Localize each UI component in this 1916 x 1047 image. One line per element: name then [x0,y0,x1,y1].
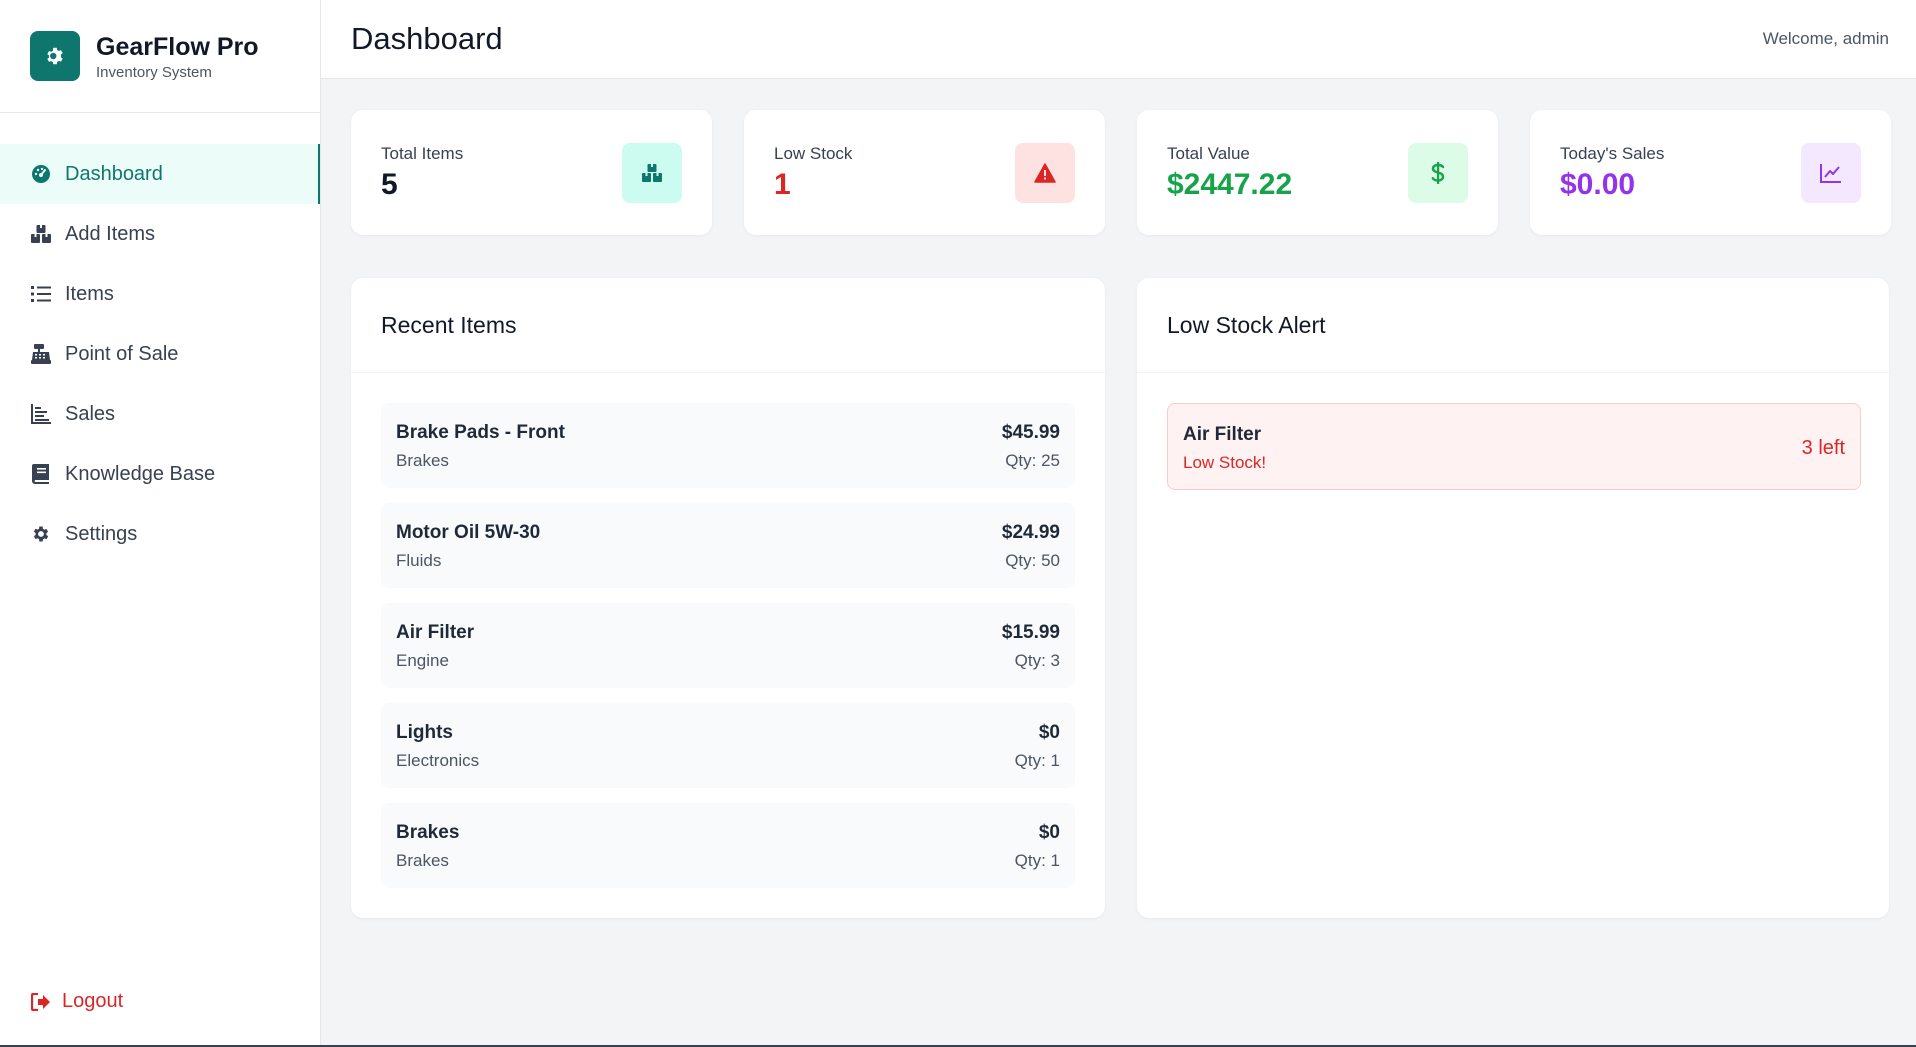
stat-card-todays-sales: Today's Sales $0.00 [1530,110,1891,235]
panel-title: Recent Items [351,278,1105,373]
page-title: Dashboard [351,21,503,56]
sidebar: GearFlow Pro Inventory System Dashboard … [0,0,321,1047]
gear-icon [47,47,63,65]
item-price: $24.99 [1001,522,1060,543]
stat-card-low-stock: Low Stock 1 [744,110,1105,235]
logout-button[interactable]: Logout [30,990,123,1013]
app-title: GearFlow Pro [96,32,259,61]
remaining-count: 3 left [1801,437,1845,459]
window-bottom-edge [0,1045,1916,1047]
dollar-icon [1408,143,1468,203]
sidebar-item-label: Add Items [65,222,156,245]
item-category: Brakes [396,851,449,870]
sidebar-item-label: Knowledge Base [65,462,216,485]
item-quantity: Qty: 1 [1014,751,1060,770]
sidebar-nav: Dashboard Add Items Items Point of Sale … [0,144,320,564]
boxes-icon [30,223,52,245]
logout-icon [30,991,52,1013]
item-category: Brakes [396,451,449,470]
sidebar-item-label: Settings [65,522,138,545]
low-stock-panel: Low Stock Alert Air Filter Low Stock! 3 … [1137,278,1889,918]
sidebar-item-label: Dashboard [65,162,163,185]
item-category: Electronics [396,751,480,770]
low-stock-item[interactable]: Air Filter Low Stock! 3 left [1167,403,1861,490]
brand-logo [30,31,80,81]
sidebar-item-items[interactable]: Items [0,264,320,324]
app-subtitle: Inventory System [96,63,212,81]
stat-label: Today's Sales [1560,144,1665,163]
book-icon [30,463,52,485]
low-stock-status: Low Stock! [1183,453,1267,472]
item-quantity: Qty: 50 [1005,551,1060,570]
item-category: Engine [396,651,449,670]
list-item[interactable]: Motor Oil 5W-30 Fluids $24.99 Qty: 50 [381,503,1075,588]
item-price: $0 [1038,722,1060,743]
welcome-text: Welcome, admin [1762,29,1889,48]
dashboard-gauge-icon [30,163,52,185]
stat-label: Total Value [1167,144,1250,163]
stat-value: 5 [381,168,398,201]
item-name: Brake Pads - Front [396,422,565,443]
sidebar-item-add-items[interactable]: Add Items [0,204,320,264]
sidebar-item-label: Sales [65,402,116,425]
stat-card-total-items: Total Items 5 [351,110,712,235]
item-category: Fluids [396,551,442,570]
item-name: Air Filter [396,622,475,643]
item-quantity: Qty: 25 [1005,451,1060,470]
sidebar-item-point-of-sale[interactable]: Point of Sale [0,324,320,384]
stat-value: $0.00 [1560,168,1636,201]
list-item[interactable]: Brake Pads - Front Brakes $45.99 Qty: 25 [381,403,1075,488]
sidebar-item-knowledge-base[interactable]: Knowledge Base [0,444,320,504]
stat-card-total-value: Total Value $2447.22 [1137,110,1498,235]
list-icon [30,283,52,305]
list-item[interactable]: Air Filter Engine $15.99 Qty: 3 [381,603,1075,688]
sidebar-item-sales[interactable]: Sales [0,384,320,444]
gear-icon [30,523,52,545]
item-name: Motor Oil 5W-30 [396,522,541,543]
top-bar: Dashboard Welcome, admin [321,0,1916,79]
stat-value: 1 [774,168,791,201]
sidebar-item-settings[interactable]: Settings [0,504,320,564]
sidebar-item-label: Point of Sale [65,342,179,365]
item-quantity: Qty: 1 [1014,851,1060,870]
logout-label: Logout [62,990,124,1012]
stat-label: Low Stock [774,144,853,163]
item-price: $45.99 [1001,422,1060,443]
recent-items-panel: Recent Items Brake Pads - Front Brakes $… [351,278,1105,918]
item-quantity: Qty: 3 [1014,651,1060,670]
cash-register-icon [30,343,52,365]
item-name: Brakes [396,822,460,843]
item-price: $0 [1038,822,1060,843]
item-name: Lights [396,722,453,743]
item-price: $15.99 [1001,622,1060,643]
panel-title: Low Stock Alert [1137,278,1889,373]
stat-value: $2447.22 [1167,168,1293,201]
sidebar-item-label: Items [65,282,114,305]
bar-chart-icon [30,403,52,425]
list-item[interactable]: Lights Electronics $0 Qty: 1 [381,703,1075,788]
warning-icon [1015,143,1075,203]
stat-label: Total Items [381,144,464,163]
line-chart-icon [1801,143,1861,203]
item-name: Air Filter [1183,424,1262,445]
list-item[interactable]: Brakes Brakes $0 Qty: 1 [381,803,1075,888]
boxes-icon [622,143,682,203]
brand: GearFlow Pro Inventory System [0,0,320,113]
sidebar-item-dashboard[interactable]: Dashboard [0,144,320,204]
